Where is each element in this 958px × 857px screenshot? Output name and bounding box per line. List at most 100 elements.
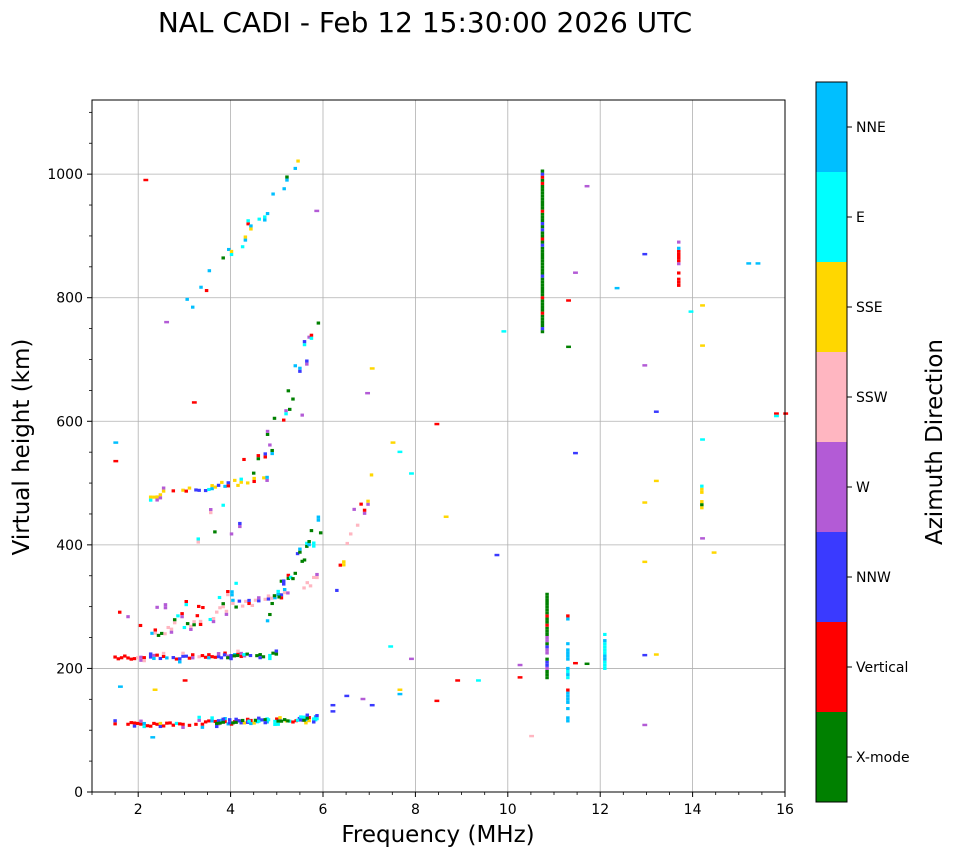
echo-spread-lower (226, 593, 230, 597)
echo-e-layer-x-mode (215, 721, 219, 725)
echo-f-layer-rising (163, 632, 167, 636)
echo-spread-mid (300, 413, 304, 417)
echo-spread-lower (184, 603, 188, 607)
echo-column-11-3 (566, 666, 570, 670)
echo-column-11-3 (566, 688, 570, 692)
echo-e-layer-o-mode (161, 724, 166, 728)
echo-spread-lower (163, 606, 168, 610)
echo-f-layer-base (184, 654, 188, 658)
echo-f-layer-steep (318, 531, 323, 535)
echo-point (517, 663, 523, 667)
echo-f-layer-base (119, 656, 124, 660)
echo-column-10-8 (540, 175, 545, 179)
echo-spread-cluster-6-5-7 (362, 511, 367, 515)
echo-2f-steep (256, 454, 261, 458)
echo-f-layer-steep (300, 559, 304, 563)
echo-f-layer-base-x (226, 656, 230, 660)
echo-3f-trace (243, 235, 248, 239)
echo-e-layer-o-mode (113, 719, 117, 723)
echo-f-layer-rising (208, 617, 213, 622)
echo-f-layer-steep (268, 612, 272, 617)
echo-f-layer-rising (231, 601, 235, 605)
echo-column-10-8 (540, 283, 545, 287)
echo-3f-trace (229, 252, 234, 257)
echo-2f-trace (155, 498, 159, 502)
echo-f-layer-steep (277, 595, 281, 599)
echo-spread-mid (238, 521, 242, 525)
echo-point (774, 414, 779, 418)
echo-f-layer-base (239, 651, 243, 655)
echo-f-layer-base (236, 649, 240, 653)
echo-2f-steep (281, 418, 286, 422)
echo-e-layer-x-mode (312, 720, 316, 724)
echo-spread-lower (126, 615, 130, 619)
echo-e-layer-o-mode (245, 717, 250, 721)
echo-e-layer-o-mode (158, 721, 163, 725)
echo-f-layer-rising (282, 591, 287, 595)
echo-spread-mid (221, 503, 225, 507)
echo-2f-trace (210, 484, 214, 488)
echo-e-layer-o-mode (249, 722, 253, 726)
echo-column-10-8 (540, 299, 545, 303)
echo-2f-trace (210, 487, 214, 491)
echo-f-layer-rising (315, 572, 319, 577)
echo-column-10-8-low (545, 639, 549, 643)
echo-f-layer-steep (305, 544, 309, 548)
echo-spread-cluster-6-5-7 (342, 563, 346, 567)
echo-column-10-8-low (545, 626, 549, 630)
echo-column-10-8-low (545, 657, 549, 661)
echo-f-layer-rising (224, 612, 229, 616)
echo-column-10-8 (540, 212, 545, 216)
echo-f-layer-rising (257, 599, 261, 603)
echo-column-13-7 (677, 240, 681, 244)
echo-2f-steep (265, 429, 270, 433)
echo-spread-cluster-6-5-7 (366, 502, 370, 506)
echo-column-11-3 (566, 694, 570, 698)
colorbar-tick-label: NNE (856, 120, 886, 136)
echo-f-layer-rising (189, 624, 193, 628)
echo-f-layer-base (126, 656, 130, 660)
echo-2f-steep (263, 455, 267, 459)
echo-f-layer-base (203, 655, 208, 659)
echo-f-layer-rising (312, 575, 316, 579)
echo-3f-trace (282, 187, 286, 191)
echo-f-layer-rising (253, 598, 258, 602)
echo-f-layer-rising (166, 625, 170, 630)
echo-f-layer-base (116, 657, 121, 661)
echo-column-10-8 (540, 234, 545, 238)
y-axis-ticks: 0 200 400 600 800 1000 (47, 111, 92, 801)
echo-2f-steep (263, 452, 267, 456)
echo-column-13-7 (677, 280, 681, 284)
echo-3f-trace (229, 249, 234, 253)
echo-spread-lower (117, 610, 122, 614)
echo-column-11-3 (566, 719, 570, 723)
echo-f-layer-base (152, 656, 156, 661)
echo-e-layer-x-mode (315, 714, 319, 718)
echo-column-11-3 (566, 691, 570, 695)
echo-column-10-8-low (545, 598, 549, 603)
echo-f-layer-base (174, 657, 179, 661)
echo-column-10-8-low (545, 663, 549, 667)
echo-column-13-7 (677, 252, 681, 257)
echo-f-layer-rising (221, 605, 225, 609)
echo-e-layer-o-mode (142, 725, 146, 729)
echo-f-layer-base (210, 655, 214, 659)
echo-column-10-8 (540, 302, 545, 306)
echo-f-layer-rising (218, 606, 222, 610)
echo-point (774, 412, 779, 415)
echo-e-layer-o-mode (165, 721, 169, 725)
echo-f-layer-rising (305, 581, 310, 585)
echo-point (584, 184, 590, 188)
echo-f-layer-steep (316, 515, 321, 519)
echo-f-layer-rising (276, 589, 280, 593)
echo-f-layer-base (187, 656, 192, 660)
echo-point (566, 345, 571, 349)
echo-f-layer-rising (282, 588, 287, 592)
echo-2f-trace (265, 475, 269, 479)
echo-e-layer-o-mode (168, 721, 172, 725)
echo-f-layer-rising (195, 614, 200, 618)
echo-column-11-3 (566, 697, 570, 701)
colorbar-swatch-w (816, 442, 847, 532)
echo-f-layer-base (207, 653, 211, 657)
echo-2f-trace (148, 495, 153, 499)
